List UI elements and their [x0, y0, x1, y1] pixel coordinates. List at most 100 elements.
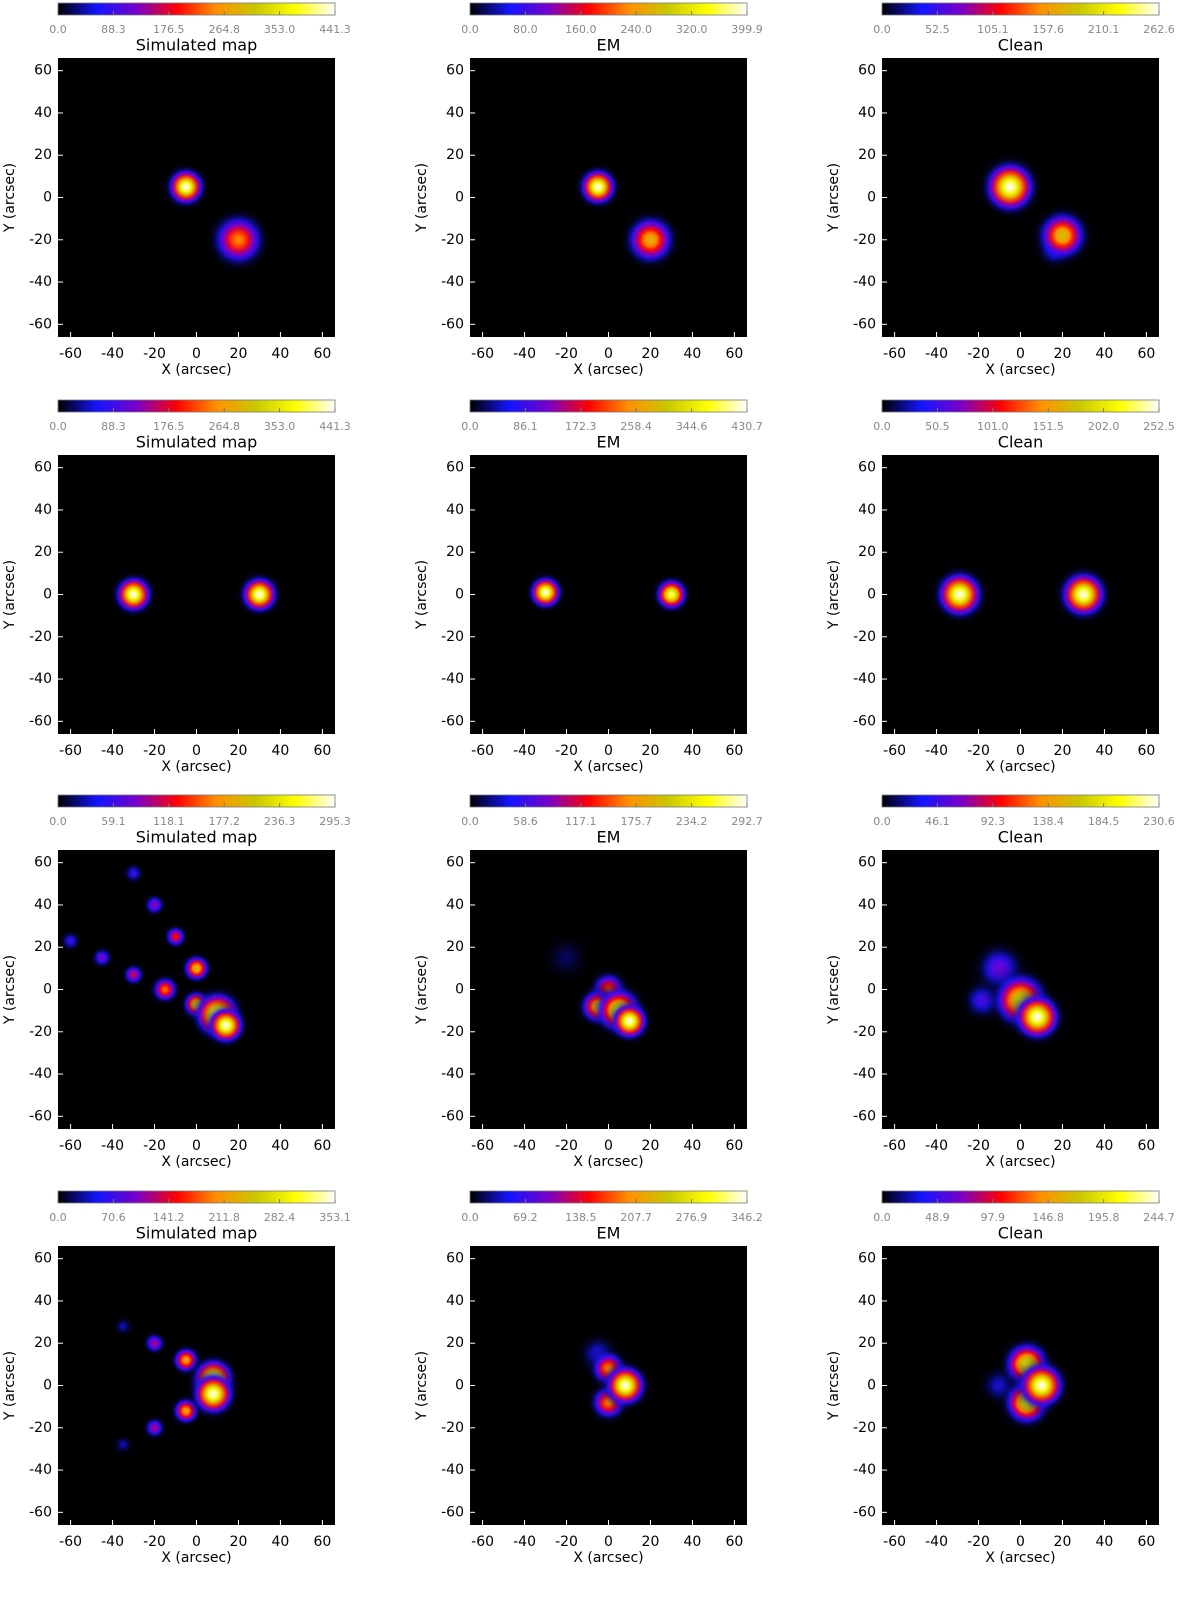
y-axis-label: Y (arcsec) — [2, 1351, 18, 1421]
y-tick-label: -60 — [441, 316, 464, 332]
source — [184, 1365, 242, 1423]
y-tick-label: 40 — [446, 502, 464, 518]
colorbar-tick-label: 264.8 — [208, 420, 240, 433]
colorbar-tick-label: 52.5 — [925, 23, 950, 36]
x-tick-label: 20 — [1054, 1138, 1072, 1154]
y-tick-label: -60 — [853, 713, 876, 729]
colorbar-tick-label: 320.0 — [676, 23, 708, 36]
x-tick-label: -60 — [883, 1534, 906, 1550]
y-tick-label: 60 — [34, 855, 52, 871]
source — [604, 996, 655, 1047]
source — [138, 1412, 171, 1444]
y-tick-label: 20 — [858, 544, 876, 560]
y-tick-label: 0 — [43, 587, 52, 603]
source — [58, 925, 87, 957]
y-tick-label: 0 — [43, 1378, 52, 1394]
x-tick-label: -60 — [471, 346, 494, 362]
panel-title: Simulated map — [136, 36, 257, 55]
y-tick-label: -40 — [853, 1462, 876, 1478]
source — [200, 202, 277, 278]
colorbar — [881, 2, 1160, 16]
x-tick-label: 40 — [272, 346, 290, 362]
panel-title: EM — [597, 1224, 621, 1243]
colorbar — [469, 2, 748, 16]
image — [58, 857, 252, 1051]
y-tick-label: 20 — [446, 1335, 464, 1351]
y-tick-label: 40 — [858, 1293, 876, 1309]
colorbar-tick-label: 353.0 — [264, 23, 296, 36]
y-tick-label: 40 — [34, 105, 52, 121]
x-tick-label: 0 — [1016, 743, 1025, 759]
panel-title: Clean — [998, 828, 1043, 847]
colorbar — [57, 2, 336, 16]
image — [975, 152, 1098, 276]
y-tick-label: 0 — [867, 190, 876, 206]
x-tick-label: 60 — [1137, 1138, 1155, 1154]
source — [86, 942, 118, 974]
y-tick-label: -40 — [29, 1066, 52, 1082]
y-axis-label: Y (arcsec) — [2, 163, 18, 233]
x-tick-label: -60 — [59, 1534, 82, 1550]
x-tick-label: 0 — [192, 1138, 201, 1154]
colorbar — [57, 399, 336, 413]
y-tick-label: 20 — [446, 147, 464, 163]
source — [1051, 563, 1115, 626]
x-tick-label: -20 — [555, 346, 578, 362]
source — [649, 572, 694, 617]
x-tick-label: -20 — [555, 1138, 578, 1154]
colorbar-tick-label: 138.5 — [565, 1211, 597, 1224]
x-tick-label: 60 — [725, 1534, 743, 1550]
x-tick-label: -40 — [101, 743, 124, 759]
y-tick-label: -20 — [853, 629, 876, 645]
colorbar-tick-label: 202.0 — [1088, 420, 1120, 433]
y-tick-label: -60 — [441, 1108, 464, 1124]
colorbar-tick-label: 184.5 — [1088, 815, 1120, 828]
x-tick-label: 20 — [230, 1138, 248, 1154]
x-axis-label: X (arcsec) — [573, 362, 643, 378]
source — [117, 958, 150, 991]
x-tick-label: 0 — [1016, 1534, 1025, 1550]
y-tick-label: -20 — [29, 629, 52, 645]
x-tick-label: 20 — [642, 346, 660, 362]
colorbar-tick-label: 262.6 — [1143, 23, 1175, 36]
colorbar-tick-label: 48.9 — [925, 1211, 950, 1224]
y-tick-label: 60 — [34, 63, 52, 79]
colorbar-tick-label: 0.0 — [49, 1211, 67, 1224]
x-tick-label: -60 — [59, 1138, 82, 1154]
y-tick-label: 60 — [858, 1251, 876, 1267]
colorbar-tick-label: 105.1 — [977, 23, 1009, 36]
colorbar-tick-label: 264.8 — [208, 23, 240, 36]
x-tick-label: 20 — [642, 1534, 660, 1550]
x-tick-label: -40 — [513, 346, 536, 362]
colorbar-tick-label: 176.5 — [153, 420, 185, 433]
plot-area — [882, 455, 1159, 734]
panel-title: Clean — [998, 1224, 1043, 1243]
source — [1027, 200, 1098, 271]
x-tick-label: -60 — [471, 743, 494, 759]
y-tick-label: 20 — [446, 939, 464, 955]
x-tick-label: 20 — [230, 743, 248, 759]
x-axis-label: X (arcsec) — [161, 1550, 231, 1566]
colorbar-tick-label: 160.0 — [565, 23, 597, 36]
x-axis-label: X (arcsec) — [573, 759, 643, 775]
x-tick-label: 40 — [272, 743, 290, 759]
x-tick-label: 20 — [230, 346, 248, 362]
x-tick-label: 0 — [604, 1534, 613, 1550]
x-axis-label: X (arcsec) — [161, 1154, 231, 1170]
colorbar-tick-label: 252.5 — [1143, 420, 1175, 433]
image — [108, 569, 285, 620]
x-tick-label: -40 — [101, 1534, 124, 1550]
x-tick-label: 0 — [192, 346, 201, 362]
y-tick-label: -20 — [29, 1420, 52, 1436]
colorbar-tick-label: 86.1 — [513, 420, 538, 433]
colorbar-tick-label: 138.4 — [1032, 815, 1064, 828]
x-tick-label: 20 — [1054, 346, 1072, 362]
y-tick-label: -60 — [853, 1108, 876, 1124]
x-axis-label: X (arcsec) — [985, 759, 1055, 775]
colorbar-tick-label: 101.0 — [977, 420, 1009, 433]
image — [566, 1322, 654, 1428]
colorbar-tick-label: 236.3 — [264, 815, 296, 828]
x-tick-label: 40 — [1096, 1534, 1114, 1550]
colorbar — [469, 1190, 748, 1204]
